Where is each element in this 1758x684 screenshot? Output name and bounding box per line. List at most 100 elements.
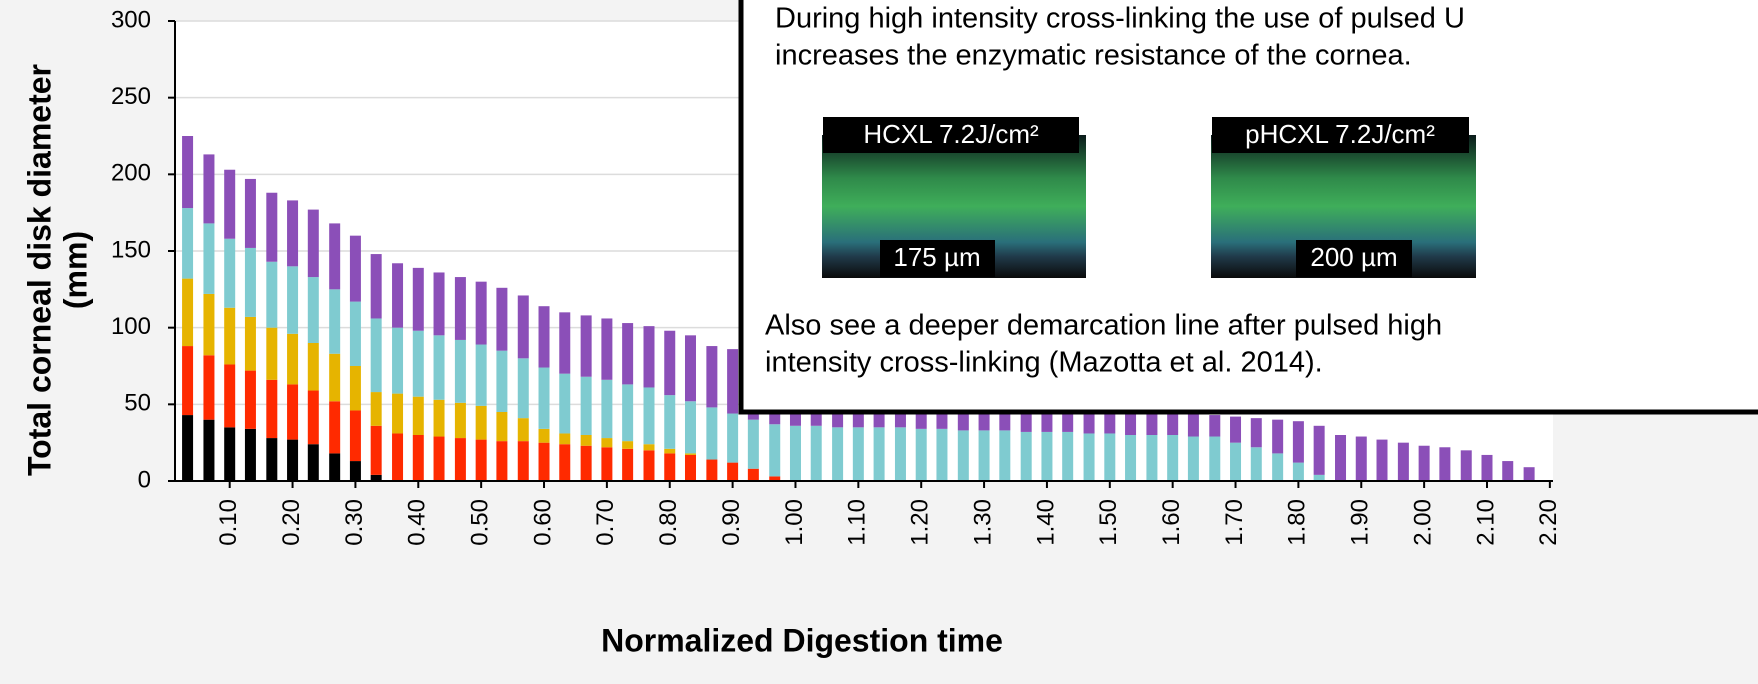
bar-segment bbox=[370, 474, 382, 481]
x-tick-label: 1.60 bbox=[1158, 499, 1185, 546]
bar-segment bbox=[559, 312, 571, 374]
y-axis-title: (mm) bbox=[57, 231, 93, 309]
bar-segment bbox=[1187, 436, 1199, 481]
bar-segment bbox=[706, 407, 718, 460]
inset-text: During high intensity cross-linking the … bbox=[775, 3, 1465, 35]
bar-segment bbox=[1397, 442, 1409, 481]
bar-segment bbox=[1062, 398, 1074, 432]
x-tick-label: 1.80 bbox=[1284, 499, 1311, 546]
bar-segment bbox=[1292, 421, 1304, 463]
image-title-bg bbox=[1212, 117, 1469, 153]
bar-segment bbox=[1376, 439, 1388, 481]
bar-segment bbox=[244, 370, 256, 429]
bar-segment bbox=[392, 393, 404, 434]
x-tick-label: 0.60 bbox=[529, 499, 556, 546]
x-tick-label: 0.90 bbox=[718, 499, 745, 546]
bar-segment bbox=[244, 247, 256, 317]
bar-segment bbox=[1146, 410, 1158, 435]
bar-segment bbox=[559, 433, 571, 445]
bar-segment bbox=[664, 395, 676, 449]
inset: During high intensity cross-linking the … bbox=[738, 0, 1758, 415]
bar-segment bbox=[370, 425, 382, 475]
x-tick-label: 0.20 bbox=[278, 499, 305, 546]
bar-segment bbox=[664, 453, 676, 481]
image-title: HCXL 7.2J/cm² bbox=[863, 119, 1039, 149]
bar-segment bbox=[1355, 436, 1367, 481]
bar-segment bbox=[601, 379, 613, 439]
bar-segment bbox=[266, 438, 278, 481]
bar-segment bbox=[392, 327, 404, 394]
bar-segment bbox=[224, 169, 236, 239]
bar-segment bbox=[1230, 442, 1242, 481]
x-tick-label: 0.50 bbox=[466, 499, 493, 546]
bar-segment bbox=[433, 436, 445, 481]
inset-text: increases the enzymatic resistance of th… bbox=[775, 40, 1412, 72]
bar-segment bbox=[244, 316, 256, 371]
bar-segment bbox=[747, 419, 759, 469]
bar-segment bbox=[203, 293, 215, 356]
bar-segment bbox=[307, 277, 319, 343]
image-caption-bg bbox=[880, 240, 995, 277]
bar-segment bbox=[1209, 415, 1221, 437]
bar-segment bbox=[266, 379, 278, 439]
bar-segment bbox=[706, 459, 718, 481]
bar-segment bbox=[643, 387, 655, 445]
bar-segment bbox=[1292, 462, 1304, 481]
y-tick-label: 200 bbox=[111, 160, 151, 187]
bar-segment bbox=[832, 427, 844, 481]
bar-segment bbox=[538, 428, 550, 443]
bar-segment bbox=[517, 441, 529, 481]
bar-segment bbox=[307, 343, 319, 391]
bar-segment bbox=[182, 136, 194, 209]
bar-segment bbox=[224, 427, 236, 481]
bar-segment bbox=[475, 281, 487, 345]
bar-segment bbox=[1439, 447, 1451, 481]
bar-segment bbox=[1523, 467, 1535, 481]
bar-segment bbox=[978, 430, 990, 481]
x-tick-label: 1.00 bbox=[781, 499, 808, 546]
bar-segment bbox=[789, 425, 801, 481]
bar-segment bbox=[517, 295, 529, 359]
x-tick-label: 2.10 bbox=[1472, 499, 1499, 546]
y-tick-label: 50 bbox=[124, 390, 151, 417]
x-tick-label: 0.80 bbox=[655, 499, 682, 546]
bar-segment bbox=[182, 278, 194, 347]
bar-segment bbox=[307, 390, 319, 445]
bar-segment bbox=[622, 448, 634, 481]
image-title-bg bbox=[823, 117, 1079, 153]
bar-segment bbox=[329, 289, 341, 354]
x-tick-label: 2.20 bbox=[1535, 499, 1562, 546]
bar-segment bbox=[1125, 435, 1137, 481]
bar-segment bbox=[1146, 435, 1158, 481]
bar-segment bbox=[915, 428, 927, 481]
bar-segment bbox=[601, 447, 613, 481]
bar-segment bbox=[287, 333, 299, 385]
bar-segment bbox=[329, 353, 341, 402]
bar-segment bbox=[287, 384, 299, 440]
bar-segment bbox=[769, 476, 781, 481]
bar-segment bbox=[559, 373, 571, 434]
image-title: pHCXL 7.2J/cm² bbox=[1245, 119, 1435, 149]
bar-segment bbox=[643, 444, 655, 451]
x-tick-label: 2.00 bbox=[1409, 499, 1436, 546]
bar-segment bbox=[454, 339, 466, 403]
bar-segment bbox=[684, 453, 696, 455]
bar-segment bbox=[1041, 431, 1053, 481]
bar-segment bbox=[349, 301, 361, 366]
image-caption: 175 µm bbox=[893, 242, 980, 272]
bar-segment bbox=[349, 410, 361, 462]
bar-segment bbox=[182, 346, 194, 416]
y-tick-label: 0 bbox=[138, 466, 151, 493]
bar-segment bbox=[643, 326, 655, 388]
bar-segment bbox=[244, 428, 256, 481]
bar-segment bbox=[1083, 401, 1095, 434]
x-tick-label: 1.40 bbox=[1032, 499, 1059, 546]
image-caption-bg bbox=[1296, 240, 1412, 277]
bar-segment bbox=[727, 349, 739, 414]
bar-segment bbox=[580, 376, 592, 435]
bar-segment bbox=[454, 277, 466, 340]
bar-segment bbox=[936, 428, 948, 481]
bar-segment bbox=[684, 401, 696, 454]
x-tick-label: 1.70 bbox=[1221, 499, 1248, 546]
bar-segment bbox=[287, 200, 299, 267]
